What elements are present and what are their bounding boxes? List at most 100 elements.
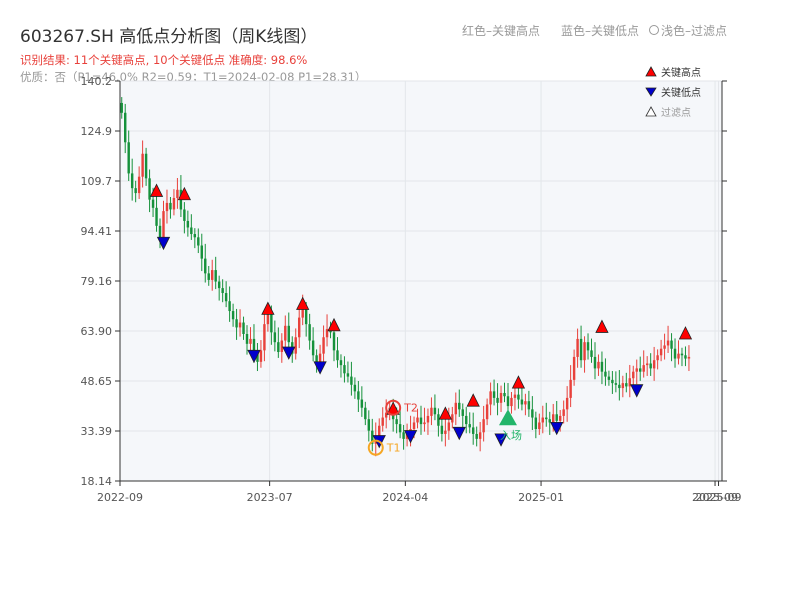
candle-body <box>513 394 517 398</box>
candle-body <box>277 342 280 353</box>
header-legend-low: 蓝色–关键低点 <box>561 24 640 38</box>
key-high-marker <box>595 319 609 333</box>
entry-label: 入场 <box>500 428 522 442</box>
key-high-marker <box>296 296 310 310</box>
candle-body <box>482 419 485 433</box>
annotation-t1-circle <box>367 439 384 456</box>
candle-body <box>670 340 673 349</box>
candle-body <box>217 281 221 289</box>
candle-body <box>259 350 263 362</box>
candle-body <box>402 432 405 439</box>
candle-body <box>677 353 680 359</box>
candle-body <box>416 417 419 423</box>
annotation-t2-label: T2 <box>403 402 418 415</box>
x-tick-label: 2022-09 <box>97 491 143 504</box>
candle-body <box>183 209 186 221</box>
candle-body <box>492 391 496 398</box>
candle-body <box>590 350 593 357</box>
candle-body <box>165 202 169 212</box>
y-tick-label: 124.9 <box>81 125 113 138</box>
y-tick-label: 33.39 <box>81 425 113 438</box>
key-low-marker <box>630 384 644 398</box>
candle-body <box>343 365 346 374</box>
candle-body <box>214 270 217 282</box>
candle-body <box>510 397 513 407</box>
candle-body <box>503 392 506 397</box>
candle-body <box>318 353 322 362</box>
candle-body <box>555 414 558 421</box>
candle-body <box>642 365 645 372</box>
candle-body <box>604 371 607 377</box>
candle-body <box>534 417 538 430</box>
annotation-t1-label: T1 <box>386 442 401 455</box>
key-low-marker <box>550 421 564 436</box>
candle-body <box>357 391 360 400</box>
candle-body <box>444 430 447 434</box>
key-low-marker <box>452 426 466 441</box>
key-high-marker <box>678 326 693 340</box>
candle-body <box>673 348 677 359</box>
candle-body <box>169 202 172 210</box>
candle-body <box>301 309 304 318</box>
candle-body <box>552 414 555 423</box>
y-tick-label: 140.2 <box>81 75 113 88</box>
candle-body <box>489 391 492 405</box>
candle-body <box>124 112 127 143</box>
header-legend-filter: 浅色–过滤点 <box>649 22 727 39</box>
candle-body <box>541 417 545 423</box>
candle-body <box>586 342 590 351</box>
candle-body <box>266 314 270 325</box>
candle-body <box>186 220 190 228</box>
candle-body <box>332 332 336 351</box>
candle-body <box>308 324 311 341</box>
x-tick-label: 2023-07 <box>247 491 293 504</box>
key-high-marker <box>438 406 453 420</box>
y-tick-label: 79.16 <box>81 275 113 288</box>
candle-body <box>371 430 374 444</box>
candle-body <box>190 227 193 235</box>
candle-body <box>524 401 527 405</box>
legend-marker <box>645 66 657 77</box>
candle-body <box>134 188 137 194</box>
candle-body <box>151 199 155 208</box>
candle-body <box>475 433 478 439</box>
candle-body <box>569 379 572 398</box>
candle-body <box>238 322 242 328</box>
candle-body <box>423 422 426 425</box>
candle-body <box>458 402 461 410</box>
y-tick-label: 48.65 <box>81 375 113 388</box>
candle-body <box>433 407 437 415</box>
candle-body <box>684 355 687 359</box>
key-low-marker <box>313 361 327 375</box>
x-tick-label: 2025-09 <box>692 491 738 504</box>
candle-body <box>545 417 548 420</box>
candle-body <box>520 399 524 405</box>
filter-circle-icon <box>649 25 659 35</box>
candle-body <box>280 340 284 353</box>
candle-body <box>426 415 430 423</box>
legend-label: 关键高点 <box>661 66 701 79</box>
candle-body <box>621 383 625 389</box>
candle-body <box>322 337 325 354</box>
candle-body <box>663 345 666 349</box>
candle-body <box>656 355 659 361</box>
candle-body <box>611 379 614 384</box>
candle-body <box>687 356 691 359</box>
candle-body <box>193 234 197 238</box>
candle-body <box>346 373 350 377</box>
candle-body <box>538 422 541 430</box>
key-low-marker <box>247 349 261 364</box>
candle-body <box>228 301 231 312</box>
key-high-marker <box>466 393 480 407</box>
candle-body <box>162 211 165 238</box>
candle-body <box>197 237 200 246</box>
key-high-marker <box>327 317 341 332</box>
candle-body <box>635 368 638 372</box>
candle-body <box>499 392 503 403</box>
candle-body <box>120 102 123 113</box>
entry-triangle-marker <box>498 409 517 426</box>
candle-body <box>531 409 534 418</box>
candle-body <box>155 207 158 226</box>
